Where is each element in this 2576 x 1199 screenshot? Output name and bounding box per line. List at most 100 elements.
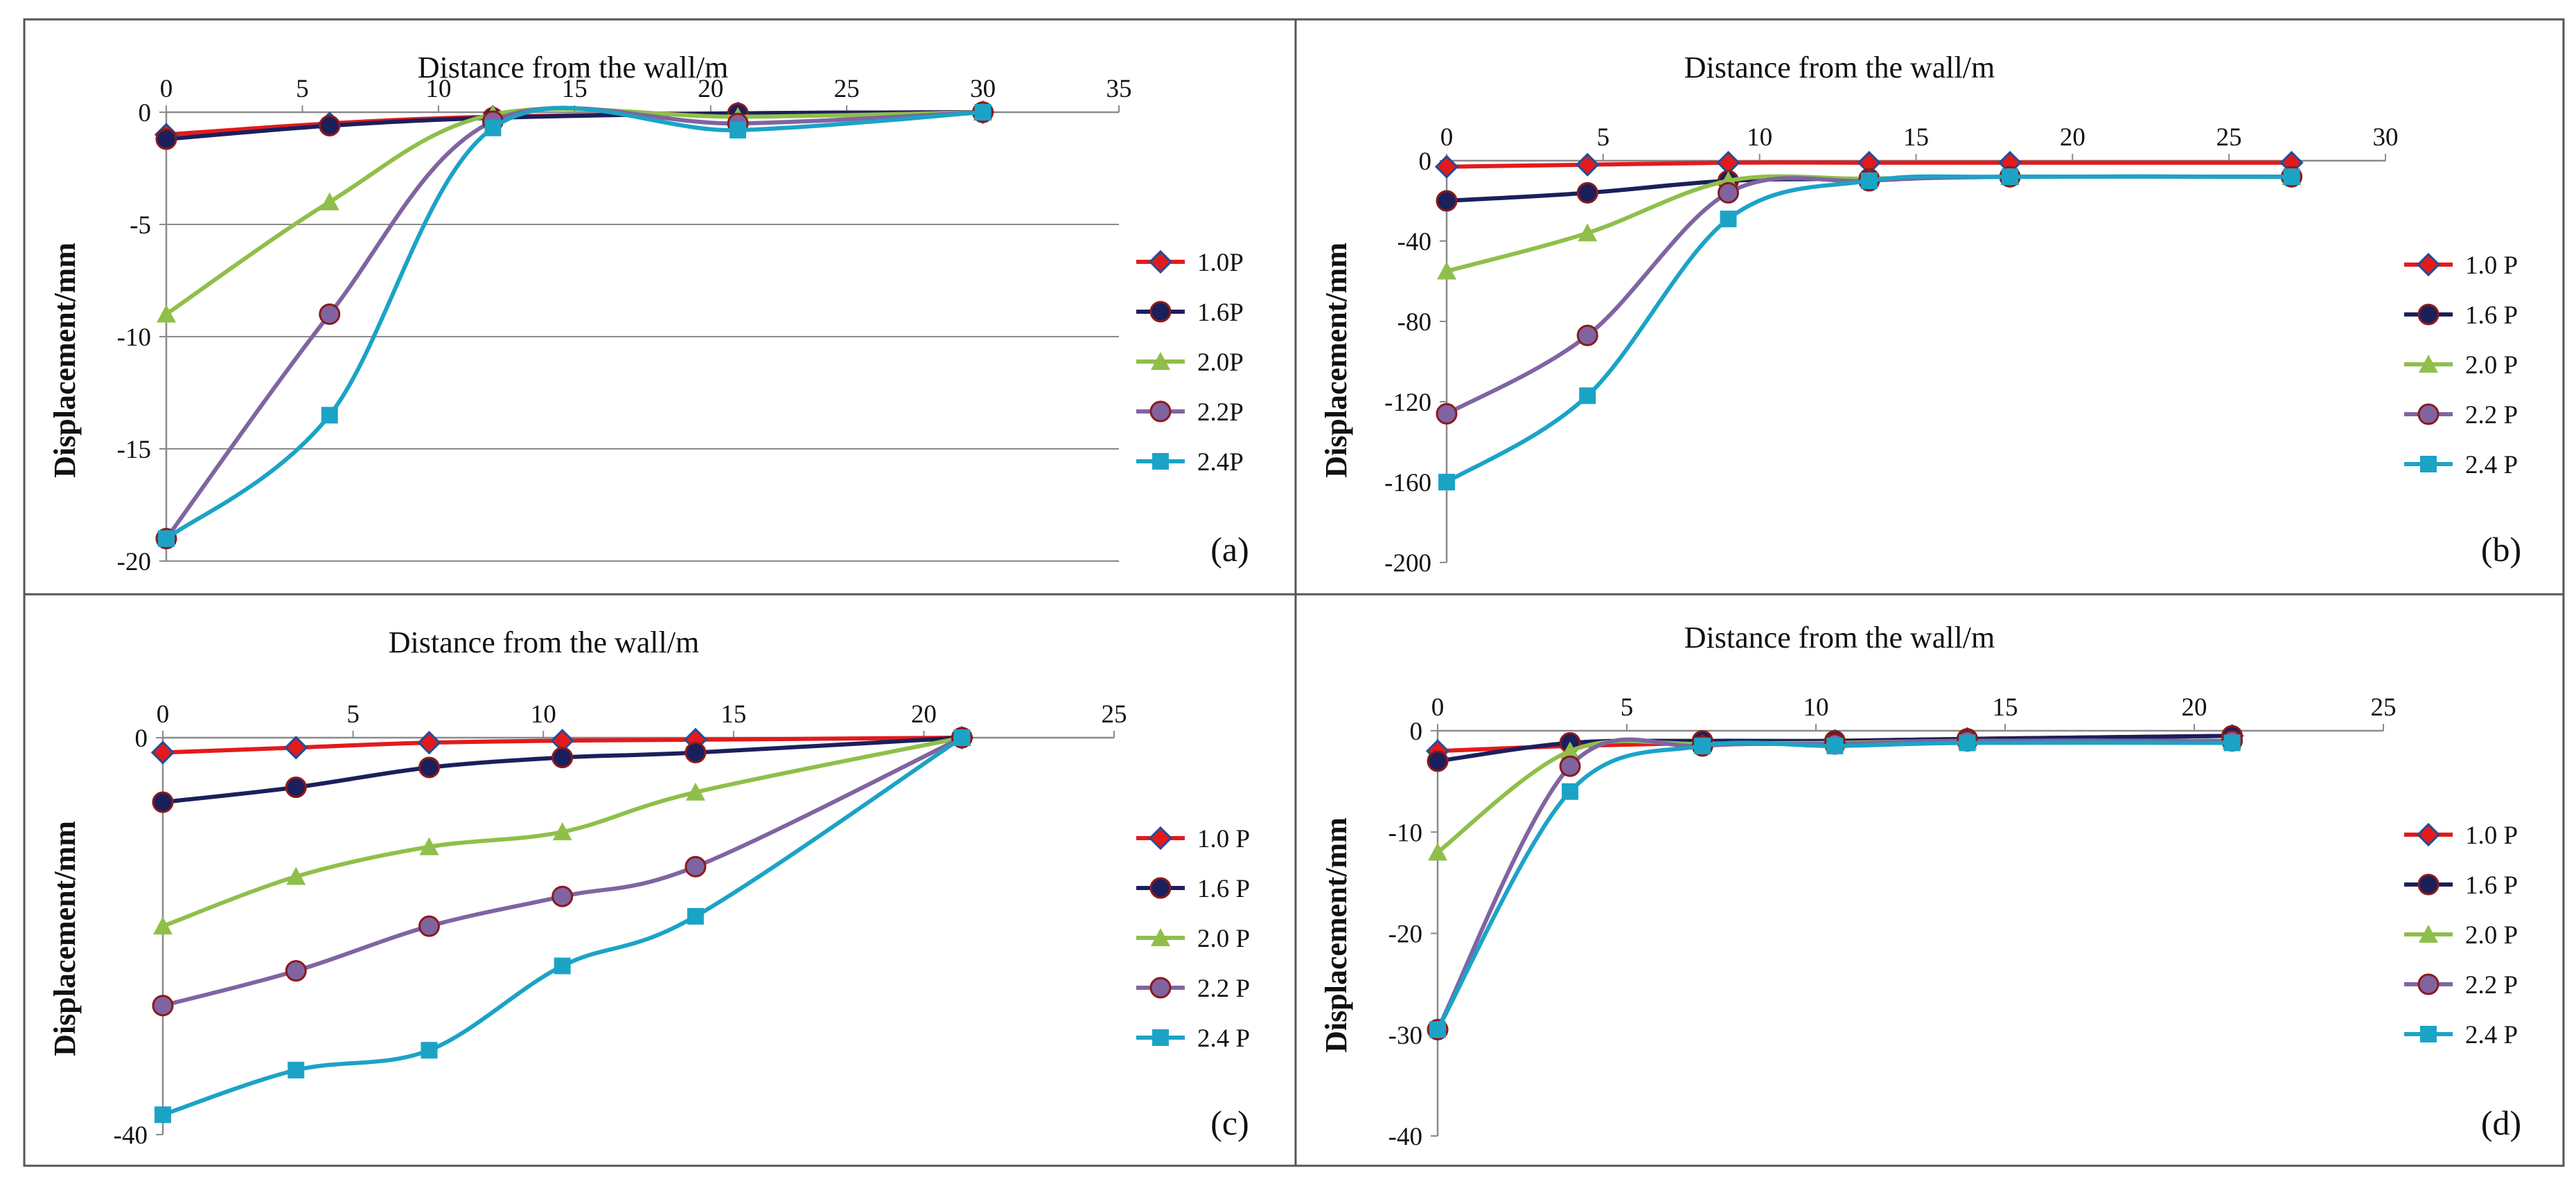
data-point xyxy=(484,119,502,136)
legend-entry: 2.2 P xyxy=(2404,971,2518,1000)
data-point xyxy=(150,740,175,765)
series-2-2P xyxy=(1436,166,2302,425)
x-tick-label: 25 xyxy=(2371,693,2397,722)
y-axis-label: Displacement/mm xyxy=(1319,242,1353,478)
x-tick-label: 0 xyxy=(1431,693,1445,722)
y-axis-label: Displacement/mm xyxy=(48,821,82,1056)
legend-label: 1.6 P xyxy=(1197,875,1250,903)
y-tick-label: -30 xyxy=(1388,1022,1422,1050)
legend-marker xyxy=(2420,456,2437,472)
data-point xyxy=(155,1106,171,1123)
series-line xyxy=(164,105,983,540)
legend-label: 2.2 P xyxy=(1197,975,1250,1003)
data-point xyxy=(419,837,439,855)
legend-label: 1.0 P xyxy=(1197,825,1250,853)
series-2-4P xyxy=(158,104,991,547)
x-tick-label: 5 xyxy=(1597,123,1610,152)
data-point xyxy=(288,1061,305,1078)
legend-entry: 1.6 P xyxy=(2404,871,2518,900)
data-point xyxy=(1560,741,1580,760)
y-tick-label: -20 xyxy=(1388,921,1422,949)
data-point xyxy=(1436,402,1458,425)
series-2-2P xyxy=(155,101,994,550)
legend-label: 2.0 P xyxy=(2465,921,2518,950)
y-tick-label: -40 xyxy=(1388,1123,1422,1151)
legend-marker xyxy=(2417,403,2440,425)
series-line xyxy=(1436,738,2232,854)
legend-marker xyxy=(2419,925,2438,943)
y-axis-label: Displacement/mm xyxy=(48,242,82,478)
series-2-2P xyxy=(152,727,973,1017)
legend-entry: 2.0 P xyxy=(1136,925,1250,953)
legend-entry: 2.4 P xyxy=(1136,1024,1250,1053)
legend-entry: 1.0 P xyxy=(2404,251,2518,280)
legend-label: 1.0 P xyxy=(2465,821,2518,850)
legend-entry: 2.4 P xyxy=(2404,451,2518,479)
panel-label: (d) xyxy=(2481,1103,2521,1142)
legend-entry: 1.6 P xyxy=(2404,301,2518,330)
legend-label: 2.4 P xyxy=(2465,451,2518,479)
legend-marker xyxy=(1149,977,1172,999)
data-point xyxy=(1579,387,1596,405)
data-point xyxy=(1428,842,1447,861)
legend-marker xyxy=(1148,826,1173,851)
series-line xyxy=(1445,174,2292,416)
data-point xyxy=(1436,190,1458,212)
data-point xyxy=(953,729,971,746)
chart-panel-d: Distance from the wall/m 0 5 10 15 20 25 0 -10 -2… xyxy=(1319,621,2521,1151)
legend-label: 1.0P xyxy=(1197,249,1244,277)
legend-entry: 1.0P xyxy=(1136,249,1244,277)
data-point xyxy=(286,867,306,885)
x-tick-label: 15 xyxy=(721,700,746,729)
data-point xyxy=(1434,154,1459,179)
data-point xyxy=(1860,172,1878,189)
data-point xyxy=(1720,211,1737,228)
x-tick-label: 35 xyxy=(1106,75,1132,103)
x-tick-label: 5 xyxy=(296,75,309,103)
x-tick-label: 0 xyxy=(160,75,173,103)
data-point xyxy=(974,104,991,121)
data-point xyxy=(1576,152,1600,177)
data-point xyxy=(552,885,574,907)
chart-title: Distance from the wall/m xyxy=(389,625,699,659)
data-point xyxy=(285,960,307,982)
legend-label: 2.4P xyxy=(1197,448,1244,477)
legend-marker xyxy=(1148,249,1173,274)
data-point xyxy=(1576,324,1598,346)
legend-label: 1.6 P xyxy=(2465,301,2518,330)
x-tick-label: 0 xyxy=(1440,123,1454,152)
x-tick-label: 25 xyxy=(1102,700,1127,729)
y-tick-label: -10 xyxy=(117,323,151,352)
series-line xyxy=(162,736,963,1117)
data-point xyxy=(685,782,705,801)
legend-marker xyxy=(1151,352,1170,370)
data-point xyxy=(152,791,174,813)
data-point xyxy=(1562,783,1579,800)
series-2-4P xyxy=(155,729,971,1123)
legend-entry: 2.2P xyxy=(1136,398,1244,427)
data-point xyxy=(1578,223,1598,242)
x-tick-label: 20 xyxy=(2182,693,2207,722)
data-point xyxy=(1427,750,1449,772)
chart-title: Distance from the wall/m xyxy=(1684,51,1995,85)
x-tick-label: 10 xyxy=(531,700,556,729)
y-tick-label: 0 xyxy=(1410,718,1423,746)
series-2-2P xyxy=(1427,730,2243,1040)
x-tick-label: 30 xyxy=(970,75,996,103)
x-tick-label: 25 xyxy=(2216,123,2242,152)
y-axis-label: Displacement/mm xyxy=(1319,817,1353,1053)
x-tick-label: 15 xyxy=(1993,693,2018,722)
y-tick-label: 0 xyxy=(135,725,148,753)
legend-label: 2.0 P xyxy=(1197,925,1250,953)
data-point xyxy=(285,776,307,799)
series-line xyxy=(1445,174,2292,484)
series-line xyxy=(1436,740,2232,1031)
legend-marker xyxy=(1151,928,1170,946)
legend-entry: 2.2 P xyxy=(1136,975,1250,1003)
y-tick-label: -10 xyxy=(1388,819,1422,847)
data-point xyxy=(730,121,746,139)
legend-marker xyxy=(1152,1029,1169,1046)
series-2-0P xyxy=(157,103,993,323)
chart-panel-c: Distance from the wall/m 0 5 10 15 20 25 0 -40 Di… xyxy=(48,625,1250,1150)
